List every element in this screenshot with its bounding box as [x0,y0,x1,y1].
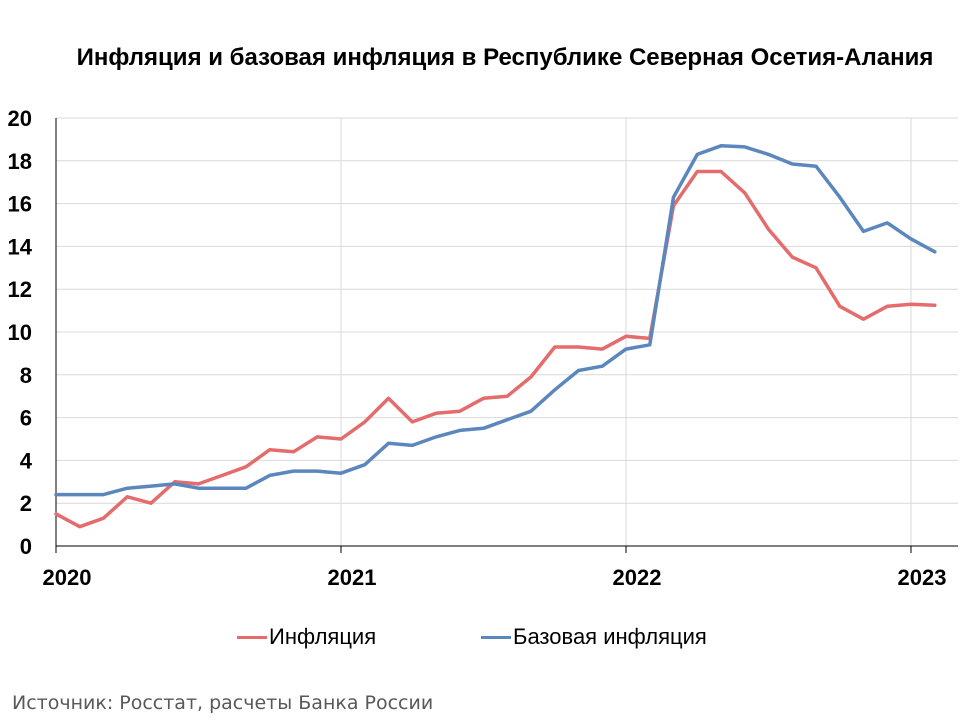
axes [55,118,958,553]
x-tick-label: 2021 [328,565,377,590]
legend: Инфляция Базовая инфляция [0,624,960,654]
x-tick-label: 2023 [898,565,947,590]
chart-title: Инфляция и базовая инфляция в Республике… [76,44,934,71]
source-note: Источник: Росстат, расчеты Банка России [12,692,434,714]
y-tick-label: 8 [20,363,32,388]
legend-swatch-inflation [237,635,267,639]
series-line-inflation [54,169,937,529]
legend-item-core-inflation: Базовая инфляция [481,624,707,650]
y-tick-label: 0 [20,534,32,559]
x-tick-label: 2022 [613,565,662,590]
y-tick-label: 12 [8,277,32,302]
y-tick-labels: 0 2 4 6 8 10 12 14 16 18 20 [8,106,33,559]
legend-swatch-core-inflation [481,635,511,639]
legend-label-inflation: Инфляция [269,624,377,649]
y-tick-label: 2 [20,491,32,516]
legend-item-inflation: Инфляция [237,624,376,650]
x-tick-labels: 2020 2021 2022 2023 [43,565,947,590]
series-line-core-inflation [54,144,937,497]
y-tick-label: 6 [20,406,32,431]
y-tick-label: 10 [8,320,32,345]
y-tick-label: 20 [8,106,32,131]
y-tick-label: 16 [8,192,32,217]
legend-label-core-inflation: Базовая инфляция [513,624,707,649]
y-tick-label: 18 [8,149,32,174]
series-lines [54,144,937,529]
y-tick-label: 14 [8,234,33,259]
x-tick-label: 2020 [43,565,92,590]
y-tick-label: 4 [20,448,33,473]
